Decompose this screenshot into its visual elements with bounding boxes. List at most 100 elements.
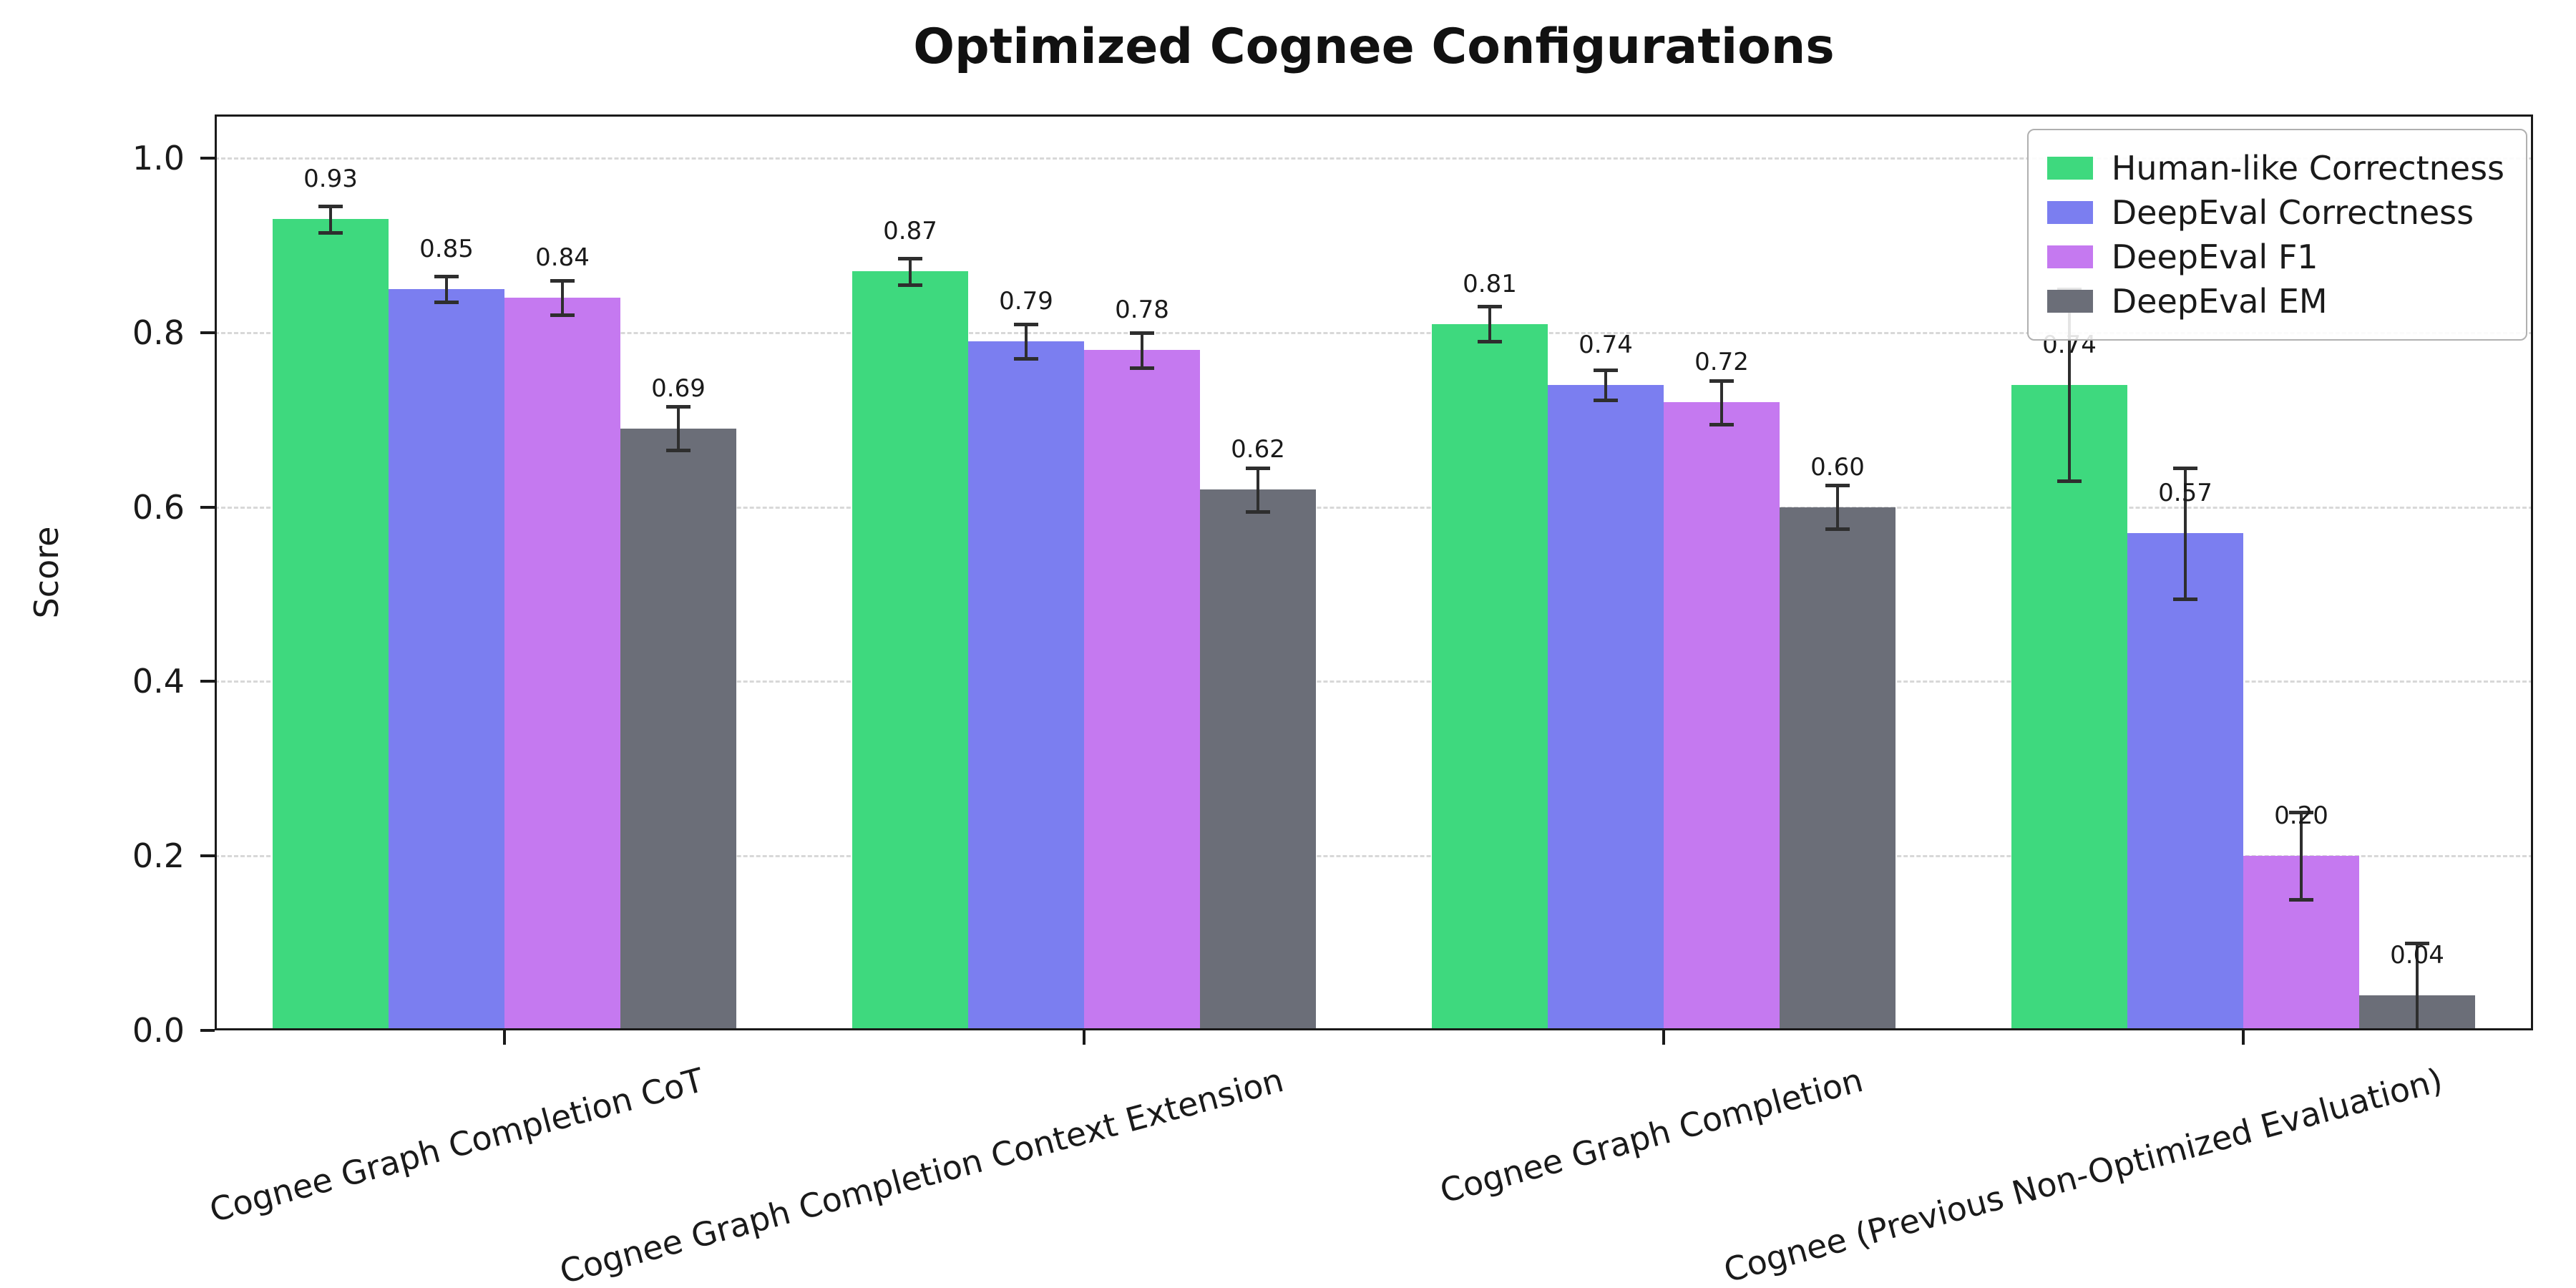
legend-label: DeepEval EM xyxy=(2111,282,2328,321)
bar-value-label: 0.72 xyxy=(1694,348,1749,377)
error-bar-top-cap xyxy=(1594,369,1618,373)
error-bar-top-cap xyxy=(1014,322,1038,326)
bar-value-label: 0.62 xyxy=(1231,435,1285,464)
bar-value-label: 0.87 xyxy=(883,217,937,246)
error-bar-bottom-cap xyxy=(2289,898,2313,902)
bar xyxy=(389,288,504,1030)
legend-item: DeepEval EM xyxy=(2046,279,2504,323)
gridline xyxy=(215,331,2533,334)
error-bar-top-cap xyxy=(1709,379,1734,383)
gridline xyxy=(215,506,2533,509)
legend-item: DeepEval Correctness xyxy=(2046,190,2504,235)
gridline xyxy=(215,157,2533,160)
error-bar-bottom-cap xyxy=(1825,527,1850,532)
bar-value-label: 0.74 xyxy=(1579,330,1633,359)
y-tick-label: 0.6 xyxy=(132,487,185,527)
error-bar-bottom-cap xyxy=(550,313,575,318)
legend-label: DeepEval Correctness xyxy=(2111,193,2474,232)
bar xyxy=(1432,323,1548,1030)
error-bar xyxy=(1604,370,1607,400)
bar xyxy=(852,271,968,1030)
error-bar-top-cap xyxy=(2405,942,2429,946)
error-bar xyxy=(2300,812,2303,900)
bar xyxy=(620,428,736,1030)
error-bar xyxy=(329,206,332,233)
y-tick xyxy=(200,505,215,509)
error-bar-bottom-cap xyxy=(2173,597,2197,601)
y-tick xyxy=(200,156,215,160)
legend-swatch xyxy=(2046,290,2093,313)
chart-title: Optimized Cognee Configurations xyxy=(913,19,1835,75)
error-bar-top-cap xyxy=(434,274,459,278)
bar-value-label: 0.60 xyxy=(1810,452,1865,482)
y-tick-label: 1.0 xyxy=(132,138,185,177)
bar xyxy=(968,341,1084,1030)
legend-item: DeepEval F1 xyxy=(2046,235,2504,279)
x-tick xyxy=(1662,1030,1665,1045)
bar-value-label: 0.20 xyxy=(2274,801,2328,831)
x-tick-label: Cognee Graph Completion CoT xyxy=(205,1060,708,1230)
error-bar-top-cap xyxy=(2289,811,2313,815)
bar-value-label: 0.85 xyxy=(419,234,474,263)
error-bar xyxy=(445,275,448,303)
y-tick xyxy=(200,680,215,683)
y-tick-label: 0.2 xyxy=(132,836,185,876)
bar-value-label: 0.69 xyxy=(651,374,706,403)
error-bar-top-cap xyxy=(1246,466,1270,470)
error-bar xyxy=(1257,467,1259,512)
error-bar-top-cap xyxy=(1825,484,1850,488)
y-tick xyxy=(200,854,215,858)
error-bar xyxy=(2184,467,2187,599)
legend-swatch xyxy=(2046,245,2093,268)
y-tick-label: 0.8 xyxy=(132,313,185,352)
error-bar-bottom-cap xyxy=(2057,479,2082,483)
legend-swatch xyxy=(2046,157,2093,180)
legend-item: Human-like Correctness xyxy=(2046,146,2504,190)
legend: Human-like Correctness DeepEval Correctne… xyxy=(2026,129,2527,341)
error-bar-top-cap xyxy=(898,257,922,261)
error-bar-bottom-cap xyxy=(666,449,691,453)
y-tick xyxy=(200,1029,215,1032)
error-bar-top-cap xyxy=(1478,305,1502,309)
bar xyxy=(1548,384,1664,1030)
x-tick xyxy=(503,1030,506,1045)
error-bar-top-cap xyxy=(2173,466,2197,470)
y-tick-label: 0.4 xyxy=(132,662,185,701)
error-bar-bottom-cap xyxy=(898,283,922,287)
bar xyxy=(1664,402,1780,1030)
error-bar-bottom-cap xyxy=(1130,366,1154,370)
bar-value-label: 0.04 xyxy=(2390,941,2444,970)
bar-value-label: 0.57 xyxy=(2158,479,2212,508)
error-bar-bottom-cap xyxy=(1594,398,1618,402)
x-tick xyxy=(1083,1030,1085,1045)
gridline xyxy=(215,680,2533,683)
error-bar xyxy=(1720,380,1723,424)
error-bar-top-cap xyxy=(1130,331,1154,335)
bar-value-label: 0.79 xyxy=(999,286,1053,316)
error-bar-top-cap xyxy=(666,405,691,409)
y-tick-label: 0.0 xyxy=(132,1011,185,1050)
error-bar xyxy=(1025,323,1028,359)
error-bar xyxy=(2416,943,2419,1030)
error-bar-top-cap xyxy=(318,205,343,208)
error-bar-bottom-cap xyxy=(434,301,459,305)
error-bar xyxy=(1488,306,1491,341)
error-bar-bottom-cap xyxy=(1709,422,1734,426)
bar xyxy=(1084,350,1200,1030)
bar xyxy=(1780,507,1896,1030)
gridline xyxy=(215,855,2533,858)
bar xyxy=(273,219,389,1030)
bar-value-label: 0.84 xyxy=(535,243,590,272)
y-tick xyxy=(200,331,215,334)
error-bar xyxy=(677,406,680,451)
error-bar-bottom-cap xyxy=(318,230,343,235)
legend-label: Human-like Correctness xyxy=(2111,149,2504,187)
bar-value-label: 0.78 xyxy=(1115,296,1169,325)
error-bar xyxy=(909,258,912,285)
error-bar xyxy=(561,280,564,316)
error-bar xyxy=(1836,485,1839,530)
bar xyxy=(2011,384,2127,1030)
error-bar-bottom-cap xyxy=(1246,509,1270,514)
x-tick-label: Cognee Graph Completion xyxy=(1435,1060,1867,1211)
